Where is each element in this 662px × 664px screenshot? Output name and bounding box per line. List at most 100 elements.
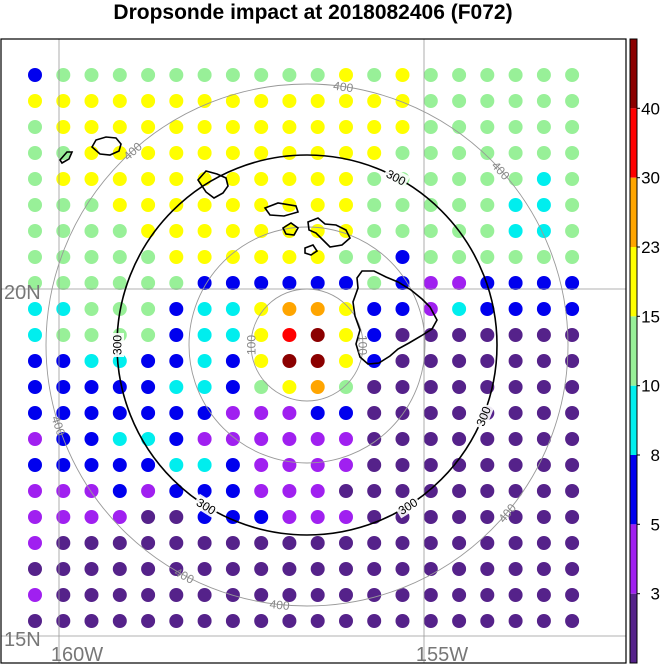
dropsonde-dot	[282, 172, 297, 186]
dropsonde-dot	[480, 302, 495, 316]
dropsonde-dot	[339, 354, 353, 368]
dropsonde-dot	[282, 536, 297, 550]
dropsonde-dot	[28, 614, 42, 628]
dropsonde-dot	[310, 94, 325, 108]
map-title: Dropsonde impact at 2018082406 (F072)	[113, 1, 513, 24]
dropsonde-dot	[28, 146, 42, 160]
dropsonde-dot	[367, 198, 382, 212]
dropsonde-dot	[197, 562, 212, 576]
dropsonde-dot	[225, 510, 240, 524]
dropsonde-dot	[367, 276, 382, 290]
dropsonde-dot	[310, 510, 325, 524]
dropsonde-dot	[508, 432, 523, 446]
dropsonde-dot	[141, 198, 156, 212]
dropsonde-dot	[339, 120, 353, 134]
dropsonde-dot	[536, 536, 551, 550]
dropsonde-dot	[28, 510, 42, 524]
dropsonde-dot	[141, 250, 156, 264]
dropsonde-dot	[112, 458, 127, 472]
dropsonde-dot	[395, 614, 410, 628]
dropsonde-dot	[480, 198, 495, 212]
dropsonde-dot	[536, 120, 551, 134]
dropsonde-dot	[28, 432, 42, 446]
range-ring-label: 400	[332, 79, 354, 96]
dropsonde-dot	[310, 68, 325, 82]
dropsonde-dot	[310, 406, 325, 420]
dropsonde-dot	[310, 302, 325, 316]
dropsonde-dot	[254, 276, 269, 290]
dropsonde-dot	[254, 406, 269, 420]
dropsonde-dot	[282, 510, 297, 524]
dropsonde-dot	[395, 224, 410, 238]
dropsonde-dot	[254, 328, 269, 342]
dropsonde-dot	[452, 588, 467, 602]
dropsonde-dot	[28, 250, 42, 264]
dropsonde-dot	[197, 458, 212, 472]
dropsonde-dot	[339, 198, 353, 212]
dropsonde-dot	[56, 484, 71, 498]
dropsonde-dot	[141, 380, 156, 394]
colorbar-tick-label: 23	[641, 238, 660, 257]
colorbar-tick-label: 5	[651, 515, 660, 534]
dropsonde-dot	[536, 562, 551, 576]
dropsonde-dot	[282, 94, 297, 108]
dropsonde-dot	[254, 302, 269, 316]
colorbar-tick-label: 3	[651, 585, 660, 604]
dropsonde-dot	[536, 94, 551, 108]
dropsonde-dot	[225, 224, 240, 238]
dropsonde-dot	[452, 250, 467, 264]
dropsonde-dot	[452, 614, 467, 628]
dropsonde-dot	[395, 536, 410, 550]
dropsonde-dot	[254, 380, 269, 394]
dropsonde-dot	[452, 536, 467, 550]
dropsonde-dot	[28, 406, 42, 420]
dropsonde-dot	[56, 198, 71, 212]
dropsonde-dot	[84, 536, 99, 550]
dropsonde-dot	[141, 146, 156, 160]
dropsonde-dot	[282, 328, 297, 342]
dropsonde-dot	[536, 302, 551, 316]
dropsonde-dot	[282, 120, 297, 134]
dropsonde-dot	[197, 198, 212, 212]
dropsonde-dot	[452, 510, 467, 524]
colorbar-segment	[630, 524, 637, 594]
dropsonde-dot	[565, 198, 580, 212]
dropsonde-dot	[565, 510, 580, 524]
dropsonde-dot	[197, 276, 212, 290]
dropsonde-dot	[197, 588, 212, 602]
dropsonde-dot	[84, 250, 99, 264]
dropsonde-dot	[56, 276, 71, 290]
dropsonde-dot	[423, 614, 438, 628]
colorbar-segment	[630, 455, 637, 525]
dropsonde-dot	[310, 588, 325, 602]
dropsonde-dot	[56, 458, 71, 472]
dropsonde-dot	[395, 562, 410, 576]
dropsonde-dot	[423, 250, 438, 264]
dropsonde-dot	[508, 302, 523, 316]
dropsonde-dot	[565, 146, 580, 160]
dropsonde-dot	[56, 146, 71, 160]
dropsonde-dot	[480, 432, 495, 446]
dropsonde-dot	[339, 588, 353, 602]
dropsonde-dot	[452, 328, 467, 342]
dropsonde-dot	[480, 328, 495, 342]
dropsonde-dot	[141, 302, 156, 316]
dropsonde-dot	[423, 224, 438, 238]
dropsonde-dot	[367, 432, 382, 446]
dropsonde-dot	[197, 536, 212, 550]
dropsonde-dot	[254, 354, 269, 368]
dropsonde-dot	[310, 432, 325, 446]
dropsonde-dot	[565, 458, 580, 472]
dropsonde-dot	[565, 562, 580, 576]
dropsonde-dot	[339, 94, 353, 108]
dropsonde-dot	[112, 68, 127, 82]
dropsonde-dot	[536, 588, 551, 602]
dropsonde-dot	[254, 562, 269, 576]
dropsonde-dot	[254, 484, 269, 498]
plot-frame	[0, 38, 627, 664]
dropsonde-dot	[112, 432, 127, 446]
dropsonde-dot	[452, 484, 467, 498]
dropsonde-dot	[56, 120, 71, 134]
dropsonde-dot	[112, 406, 127, 420]
dropsonde-dot	[395, 458, 410, 472]
